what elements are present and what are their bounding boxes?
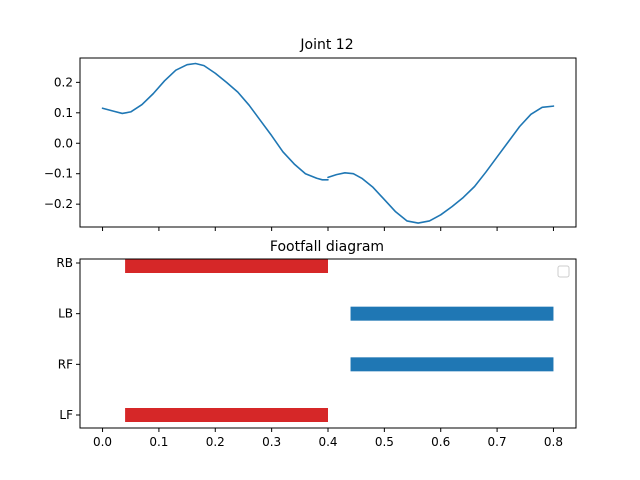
joint-y-tick-label: −0.1 — [44, 167, 73, 181]
footfall-y-tick-label: LB — [58, 307, 73, 321]
footfall-y-tick-label: RB — [56, 256, 73, 270]
footfall-y-tick-label: LF — [59, 408, 73, 422]
joint-plot-series — [101, 62, 555, 224]
footfall-plot: Footfall diagram 0.0 0.1 0.2 0.3 0.4 0.5 0.6 0.… — [56, 239, 577, 449]
joint-plot-axes-frame — [79, 57, 577, 228]
footfall-x-tick-label: 0.8 — [544, 435, 563, 449]
footfall-x-tick-label: 0.5 — [375, 435, 394, 449]
joint-series-line — [327, 105, 555, 224]
footfall-x-tick-label: 0.7 — [488, 435, 507, 449]
joint-y-tick-label: −0.2 — [44, 197, 73, 211]
footfall-x-tick-label: 0.3 — [262, 435, 281, 449]
footfall-x-tick-label: 0.1 — [149, 435, 168, 449]
joint-y-tick-label: 0.1 — [54, 106, 73, 120]
footfall-bar-lf — [125, 408, 328, 422]
footfall-bars — [125, 259, 554, 422]
footfall-plot-ticks: 0.0 0.1 0.2 0.3 0.4 0.5 0.6 0.7 0.8 RB LB RF LF — [56, 256, 563, 449]
footfall-plot-axes-frame — [79, 258, 577, 429]
joint-plot: Joint 12 0.2 0.1 0.0 −0.1 −0.2 — [44, 37, 577, 231]
footfall-bar-rb — [125, 259, 328, 273]
footfall-bar-lb — [350, 306, 554, 321]
footfall-y-tick-label: RF — [58, 357, 73, 371]
joint-y-tick-label: 0.0 — [54, 136, 73, 150]
joint-plot-ticks: 0.2 0.1 0.0 −0.1 −0.2 — [44, 75, 554, 231]
legend — [557, 265, 570, 278]
joint-series-line — [101, 62, 329, 181]
footfall-x-tick-label: 0.4 — [318, 435, 337, 449]
footfall-plot-title: Footfall diagram — [270, 239, 384, 255]
footfall-bar-rf — [350, 357, 554, 372]
joint-y-tick-label: 0.2 — [54, 75, 73, 89]
legend-box — [557, 265, 570, 278]
joint-plot-title: Joint 12 — [299, 37, 353, 53]
footfall-x-tick-label: 0.6 — [431, 435, 450, 449]
footfall-x-tick-label: 0.0 — [93, 435, 112, 449]
footfall-x-tick-label: 0.2 — [206, 435, 225, 449]
